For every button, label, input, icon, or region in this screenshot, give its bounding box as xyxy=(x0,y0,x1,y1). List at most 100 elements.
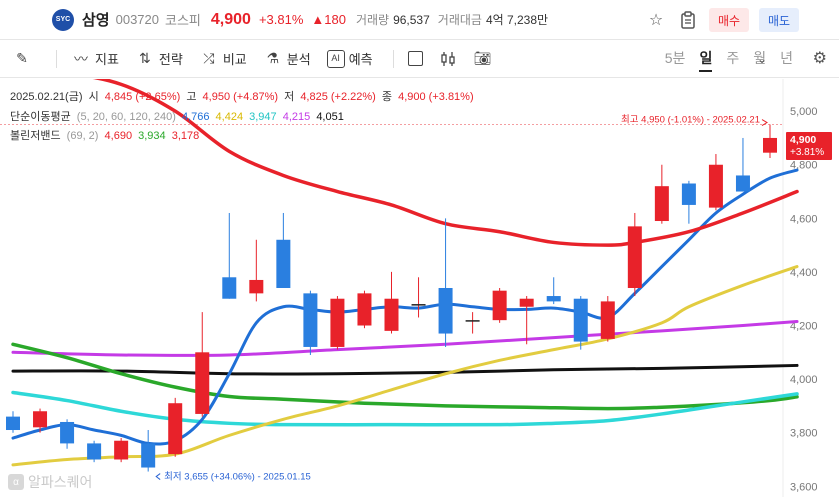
ma-label: 단순이동평균 xyxy=(10,111,71,123)
bb-params: (69, 2) xyxy=(66,130,99,142)
ma-legend[interactable]: 단순이동평균 (5, 20, 60, 120, 240) 4,766 4,424… xyxy=(10,108,347,124)
period-dropdown-icon[interactable]: ⌄ xyxy=(756,52,767,66)
bb-mid-value: 3,934 xyxy=(138,130,166,142)
bb_upper-line xyxy=(92,79,799,247)
square-icon[interactable] xyxy=(407,51,423,66)
analysis-button[interactable]: ⚗ 분석 xyxy=(263,49,310,68)
watermark-text: 알파스퀘어 xyxy=(28,474,93,490)
low-marker-label: 최저 3,655 (+34.06%) - 2025.01.15 xyxy=(164,472,311,483)
shuffle-icon: ⤮ xyxy=(203,50,215,66)
turnover-label: 거래대금 xyxy=(437,13,482,27)
candle-down xyxy=(60,421,75,444)
ma-params: (5, 20, 60, 120, 240) xyxy=(76,111,176,123)
period-year[interactable]: 년 xyxy=(780,50,793,66)
current-price: 4,900 xyxy=(210,10,251,28)
clipboard-icon[interactable] xyxy=(677,9,699,31)
y-tick-label: 4,400 xyxy=(790,267,818,279)
ma240-value: 4,051 xyxy=(316,111,344,123)
low-value: 4,825 (+2.22%) xyxy=(300,91,376,103)
pencil-icon: ✎ xyxy=(16,50,28,66)
ma60-line xyxy=(11,390,799,427)
screenshot-button[interactable]: 📷︎ xyxy=(473,50,497,67)
last-price-badge xyxy=(786,131,832,160)
bb-legend[interactable]: 볼린저밴드 (69, 2) 4,690 3,934 3,178 xyxy=(10,127,202,143)
strategy-button[interactable]: ⇅ 전략 xyxy=(135,49,183,68)
candle-down xyxy=(681,183,696,205)
candle-up xyxy=(465,320,480,322)
indicator-button[interactable]: 〰 지표 xyxy=(71,49,119,69)
strategy-label: 전략 xyxy=(158,52,183,67)
predict-button[interactable]: AI 예측 xyxy=(326,49,373,68)
company-logo-icon: SYC xyxy=(52,8,74,31)
buy-button[interactable]: 매수 xyxy=(709,8,749,32)
high-value: 4,950 (+4.87%) xyxy=(202,91,279,103)
header-actions: ☆ 매수 매도 xyxy=(645,8,799,32)
candlestick-icon xyxy=(440,51,455,66)
candle-up xyxy=(411,304,426,306)
bb-label: 볼린저밴드 xyxy=(10,130,61,142)
ai-chip-icon: AI xyxy=(326,49,345,68)
candle-up xyxy=(33,411,48,428)
bb-upper-value: 4,690 xyxy=(104,130,133,142)
strategy-icon: ⇅ xyxy=(139,50,151,66)
price-chart[interactable]: 5,0004,8004,6004,4004,2004,0003,8003,600… xyxy=(0,79,839,497)
star-icon[interactable]: ☆ xyxy=(648,12,664,29)
chart-toolbar: ✎ 〰 지표 ⇅ 전략 ⤮ 비교 ⚗ 분석 AI 예측 📷︎ xyxy=(0,40,839,78)
stock-code: 003720 xyxy=(115,12,159,27)
change-percent: +3.81% xyxy=(258,12,304,27)
candle-down xyxy=(87,443,102,460)
compare-button[interactable]: ⤮ 비교 xyxy=(199,49,247,68)
ma60-value: 3,947 xyxy=(249,111,277,123)
period-month[interactable]: 월 xyxy=(753,50,767,66)
candle-down xyxy=(6,416,20,431)
camera-icon: 📷︎ xyxy=(473,50,492,66)
open-label: 시 xyxy=(88,91,99,103)
candle-up xyxy=(519,298,534,307)
candle-up xyxy=(249,279,264,294)
indicator-label: 지표 xyxy=(95,52,119,67)
bb-lower-value: 3,178 xyxy=(171,130,200,142)
period-day[interactable]: 일 xyxy=(699,48,713,72)
candle-up xyxy=(168,403,183,455)
candle-up xyxy=(627,226,642,288)
turnover-value: 4억 7,238만 xyxy=(485,13,549,27)
candle-up xyxy=(384,298,399,331)
candle-up xyxy=(195,352,210,414)
sell-button[interactable]: 매도 xyxy=(759,8,799,32)
volume-label: 거래량 xyxy=(355,13,390,27)
ma240-line xyxy=(11,363,799,376)
compare-label: 비교 xyxy=(222,52,247,67)
period-5min[interactable]: 5분 xyxy=(664,50,686,66)
close-label: 종 xyxy=(381,91,393,103)
y-tick-label: 3,800 xyxy=(790,428,818,440)
last-price-change: +3.81% xyxy=(790,147,824,158)
divider xyxy=(56,49,57,68)
open-value: 4,845 (+2.65%) xyxy=(104,91,181,103)
high-marker-arrow xyxy=(761,119,768,126)
y-tick-label: 5,000 xyxy=(790,106,818,118)
ma5-line xyxy=(11,168,799,446)
header-bar: SYC 삼영 003720 코스피 4,900 +3.81% ▲180 거래량 … xyxy=(0,0,839,40)
candle-up xyxy=(330,298,345,347)
candle-up xyxy=(492,290,507,321)
y-tick-label: 3,600 xyxy=(790,481,818,493)
candle-type-button[interactable] xyxy=(439,50,457,68)
change-amount: ▲180 xyxy=(311,12,346,27)
period-week[interactable]: 주 xyxy=(726,50,740,66)
indicator-icon: 〰 xyxy=(74,50,88,67)
predict-label: 예측 xyxy=(348,52,373,67)
draw-tool[interactable]: ✎ xyxy=(12,50,36,67)
stock-name[interactable]: 삼영 xyxy=(82,12,110,29)
ma120-value: 4,215 xyxy=(282,111,311,123)
last-price-value: 4,900 xyxy=(790,134,816,146)
candle-down xyxy=(303,293,318,347)
gear-icon[interactable]: ⚙ xyxy=(812,50,827,67)
info-date: 2025.02.21(금) xyxy=(10,91,83,103)
low-label: 저 xyxy=(284,91,295,103)
close-value: 4,900 (+3.81%) xyxy=(398,91,474,103)
candle-up xyxy=(708,164,723,208)
candle-down xyxy=(141,443,156,468)
market-label: 코스피 xyxy=(165,13,201,28)
low-marker-arrow xyxy=(155,473,161,480)
candle-down xyxy=(735,175,750,192)
